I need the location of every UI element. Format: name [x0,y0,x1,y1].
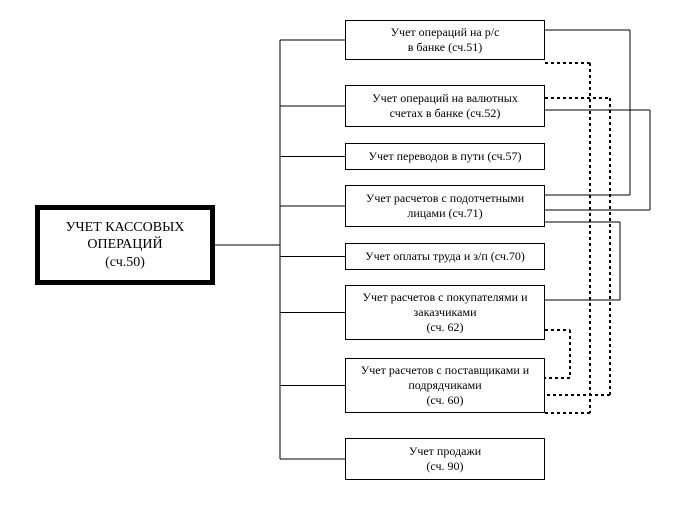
right-node-2: Учет переводов в пути (сч.57) [345,143,545,170]
right-node-1: Учет операций на валютных счетах в банке… [345,85,545,127]
right-node-5: Учет расчетов с покупателями и заказчика… [345,285,545,340]
right-node-0: Учет операций на р/с в банке (сч.51) [345,20,545,60]
right-node-3: Учет расчетов с подотчетными лицами (сч.… [345,185,545,227]
right-node-6: Учет расчетов с поставщиками и подрядчик… [345,358,545,413]
right-node-7: Учет продажи (сч. 90) [345,438,545,480]
main-node: УЧЕТ КАССОВЫХ ОПЕРАЦИЙ (сч.50) [35,205,215,285]
right-node-4: Учет оплаты труда и з/п (сч.70) [345,243,545,270]
